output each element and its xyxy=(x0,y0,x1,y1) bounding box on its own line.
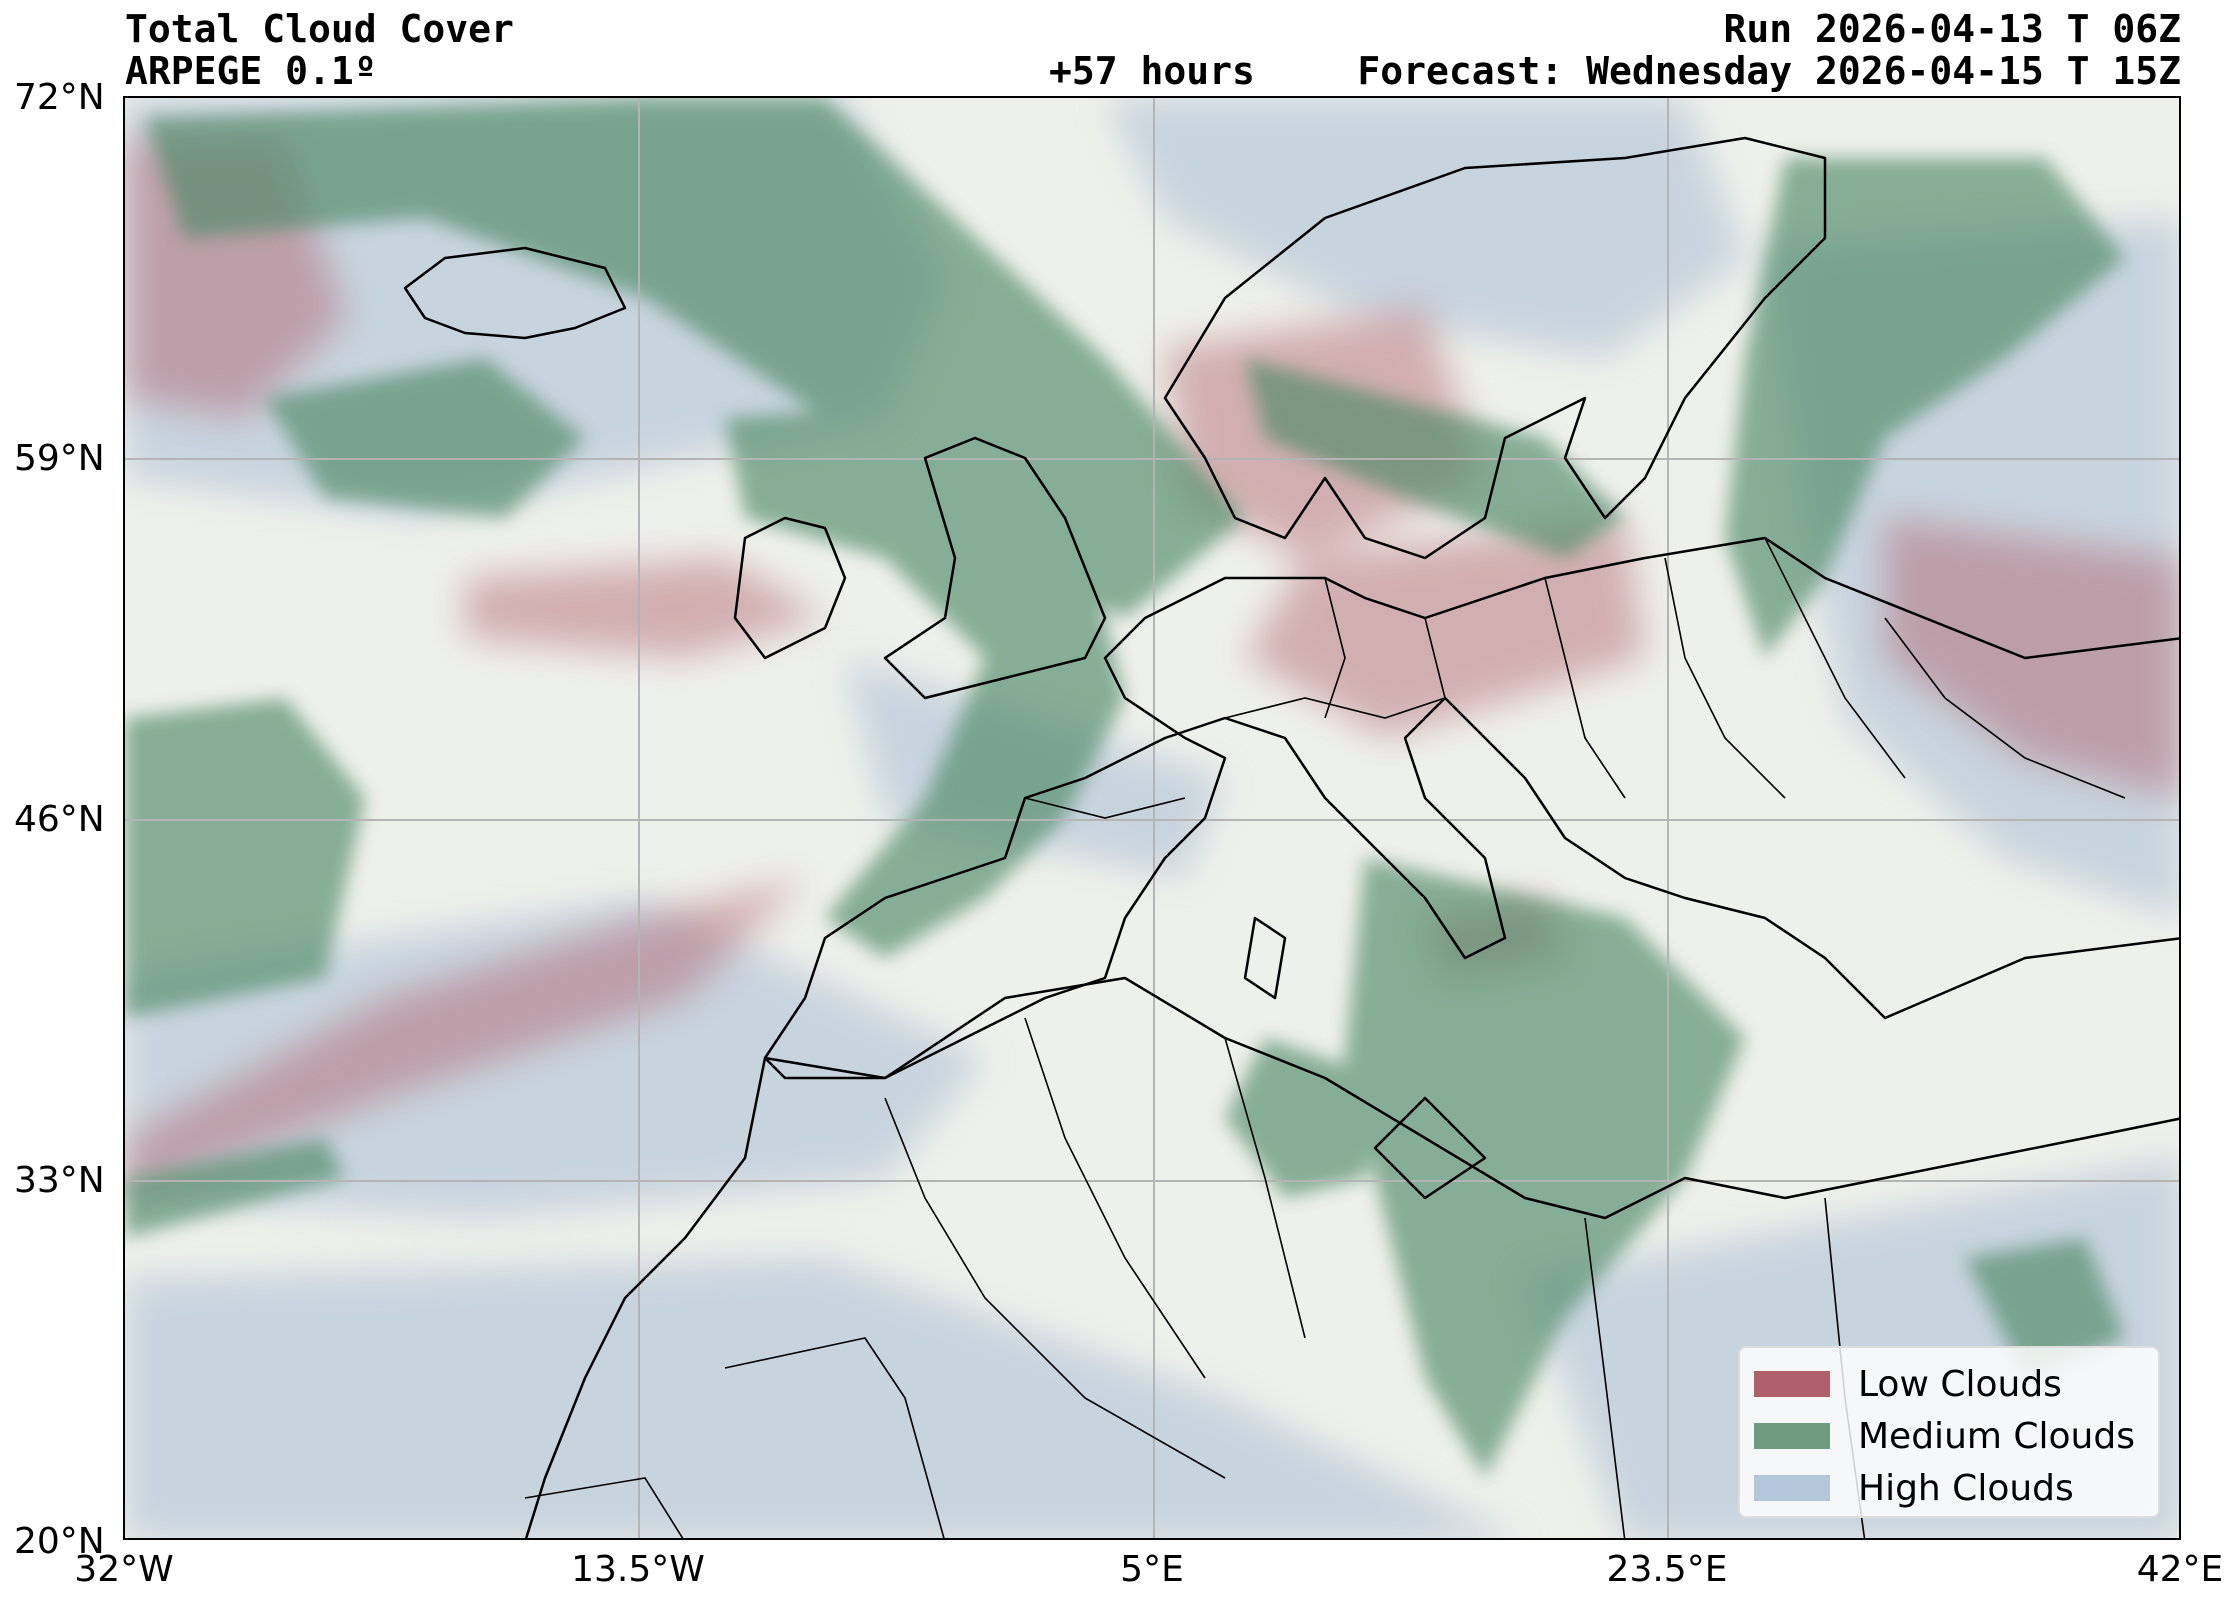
europe-mainland-coast xyxy=(763,536,2179,1080)
lon-label-23-5e: 23.5°E xyxy=(1606,1549,1728,1590)
legend-label-high-clouds: High Clouds xyxy=(1858,1467,2074,1509)
weather-map[interactable] xyxy=(123,96,2181,1540)
lon-label-5e: 5°E xyxy=(1120,1549,1184,1590)
north-africa-coast xyxy=(764,976,2179,1220)
sardinia-coast xyxy=(1243,916,1287,1000)
great-britain-coast xyxy=(883,436,1107,700)
forecast-time: Forecast: Wednesday 2026-04-15 T 15Z xyxy=(1357,49,2181,93)
medium-clouds-swatch xyxy=(1754,1423,1830,1449)
map-title: Total Cloud Cover xyxy=(125,7,514,51)
low-clouds-swatch xyxy=(1754,1371,1830,1397)
lat-label-72n: 72°N xyxy=(14,77,105,118)
legend-label-low-clouds: Low Clouds xyxy=(1858,1363,2062,1405)
legend: Low Clouds Medium Clouds High Clouds xyxy=(1738,1346,2160,1518)
cloud-cover-field xyxy=(125,98,2179,1538)
lon-label-13-5w: 13.5°W xyxy=(571,1549,705,1590)
medium-cloud-layer xyxy=(125,98,2125,1478)
legend-item-high-clouds: High Clouds xyxy=(1754,1462,2144,1514)
lat-label-46n: 46°N xyxy=(14,799,105,840)
lat-label-33n: 33°N xyxy=(14,1160,105,1201)
graticule xyxy=(125,98,2179,1538)
legend-item-medium-clouds: Medium Clouds xyxy=(1754,1410,2144,1462)
morocco-coast xyxy=(524,1057,767,1538)
iceland-coast xyxy=(403,246,627,340)
scandinavia-coast xyxy=(1163,136,1827,560)
run-time: Run 2026-04-13 T 06Z xyxy=(1723,7,2181,51)
lon-label-42e: 42°E xyxy=(2136,1549,2224,1590)
lat-label-20n: 20°N xyxy=(14,1521,105,1562)
high-clouds-swatch xyxy=(1754,1475,1830,1501)
coastlines xyxy=(403,136,2179,1538)
legend-item-low-clouds: Low Clouds xyxy=(1754,1358,2144,1410)
ireland-coast xyxy=(733,516,847,660)
sicily-coast xyxy=(1373,1096,1487,1200)
lead-time: +57 hours xyxy=(1049,49,1255,93)
lon-label-32w: 32°W xyxy=(74,1549,174,1590)
lat-label-59n: 59°N xyxy=(14,438,105,479)
legend-label-medium-clouds: Medium Clouds xyxy=(1858,1415,2135,1457)
model-name: ARPEGE 0.1º xyxy=(125,49,377,93)
